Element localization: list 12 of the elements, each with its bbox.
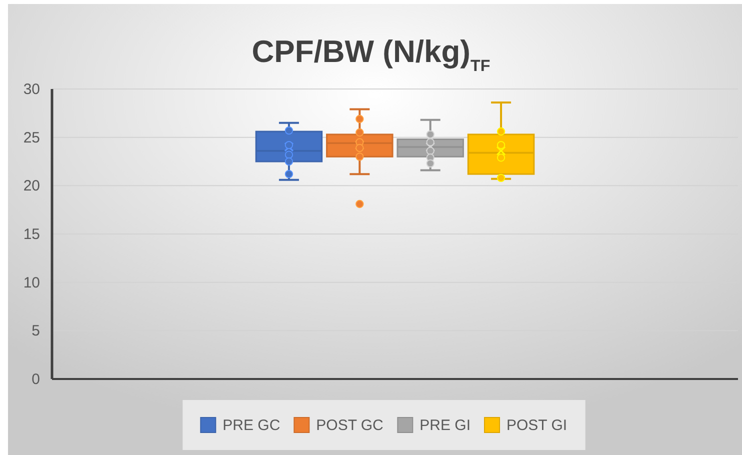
legend-label: POST GC: [316, 417, 384, 434]
y-tick-label: 10: [23, 274, 40, 292]
y-tick-label: 30: [23, 81, 40, 98]
y-tick-label: 25: [23, 129, 40, 146]
y-tick-label: 5: [32, 322, 40, 340]
legend-label: POST GI: [506, 417, 568, 434]
y-tick-label: 0: [32, 371, 40, 388]
chart-title: CPF/BW (N/kg)$_{TF}$: [252, 34, 490, 75]
y-tick-label: 15: [23, 226, 40, 243]
y-tick-label: 20: [23, 178, 40, 195]
legend-label: PRE GI: [420, 417, 471, 434]
legend-label: PRE GC: [222, 417, 280, 434]
